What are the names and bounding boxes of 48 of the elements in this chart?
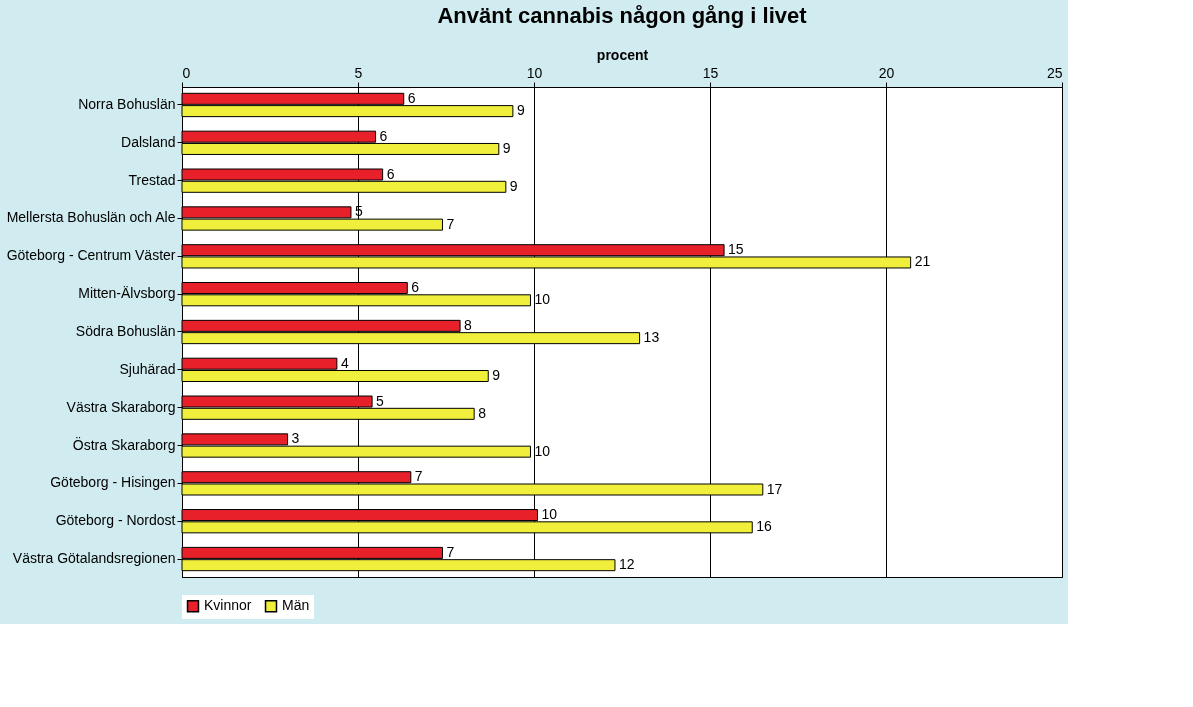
data-label: 16: [756, 518, 773, 535]
y-tick-label: Östra Skaraborg: [72, 435, 176, 453]
data-label: 6: [411, 279, 420, 296]
data-label: 9: [492, 366, 501, 383]
legend-label: Kvinnor: [204, 597, 252, 614]
y-tick-label: Södra Bohuslän: [75, 323, 176, 339]
data-label: 3: [291, 430, 300, 447]
data-label: 9: [502, 139, 511, 156]
data-label: 13: [643, 329, 660, 346]
data-label: 7: [446, 215, 455, 232]
data-label: 15: [728, 241, 744, 258]
legend-label: Män: [282, 597, 310, 614]
data-label: 10: [541, 506, 558, 523]
data-label: 8: [464, 316, 473, 333]
data-label: 10: [534, 291, 551, 308]
x-tick-label: 20: [878, 64, 895, 81]
data-label: 21: [914, 253, 931, 270]
x-tick-label: 15: [702, 64, 719, 81]
data-label: 7: [414, 468, 423, 485]
data-label: 6: [407, 89, 416, 106]
x-tick-label: 5: [354, 64, 363, 81]
y-tick-label: Norra Bohuslän: [78, 95, 176, 112]
data-label: 9: [516, 102, 525, 119]
x-tick-label: 10: [526, 64, 543, 81]
y-tick-label: Göteborg - Hisingen: [50, 474, 176, 491]
data-label: 17: [766, 480, 783, 497]
x-axis-title: procent: [596, 46, 649, 63]
y-tick-label: Dalsland: [121, 133, 176, 150]
data-label: 8: [478, 404, 487, 421]
x-tick-label: 0: [182, 64, 191, 81]
y-tick-label: Västra Götalandsregionen: [12, 550, 176, 567]
y-tick-label: Trestad: [128, 171, 176, 188]
chart-title: Använt cannabis någon gång i livet: [437, 3, 808, 28]
data-label: 12: [618, 556, 635, 573]
data-label: 4: [340, 354, 349, 371]
data-label: 10: [534, 442, 551, 459]
y-tick-label: Göteborg - Nordost: [55, 512, 176, 529]
data-label: 9: [509, 177, 518, 194]
y-tick-label: Sjuhärad: [119, 360, 176, 377]
data-label: 5: [376, 392, 385, 409]
data-label: 7: [446, 543, 455, 560]
y-tick-label: Västra Skaraborg: [66, 398, 176, 415]
x-tick-label: 25: [1046, 64, 1063, 81]
y-tick-label: Göteborg - Centrum Väster: [6, 247, 176, 264]
data-label: 6: [386, 165, 395, 182]
y-tick-label: Mitten-Älvsborg: [78, 285, 176, 302]
y-tick-label: Mellersta Bohuslän och Ale: [6, 209, 176, 226]
data-label: 6: [379, 127, 388, 144]
